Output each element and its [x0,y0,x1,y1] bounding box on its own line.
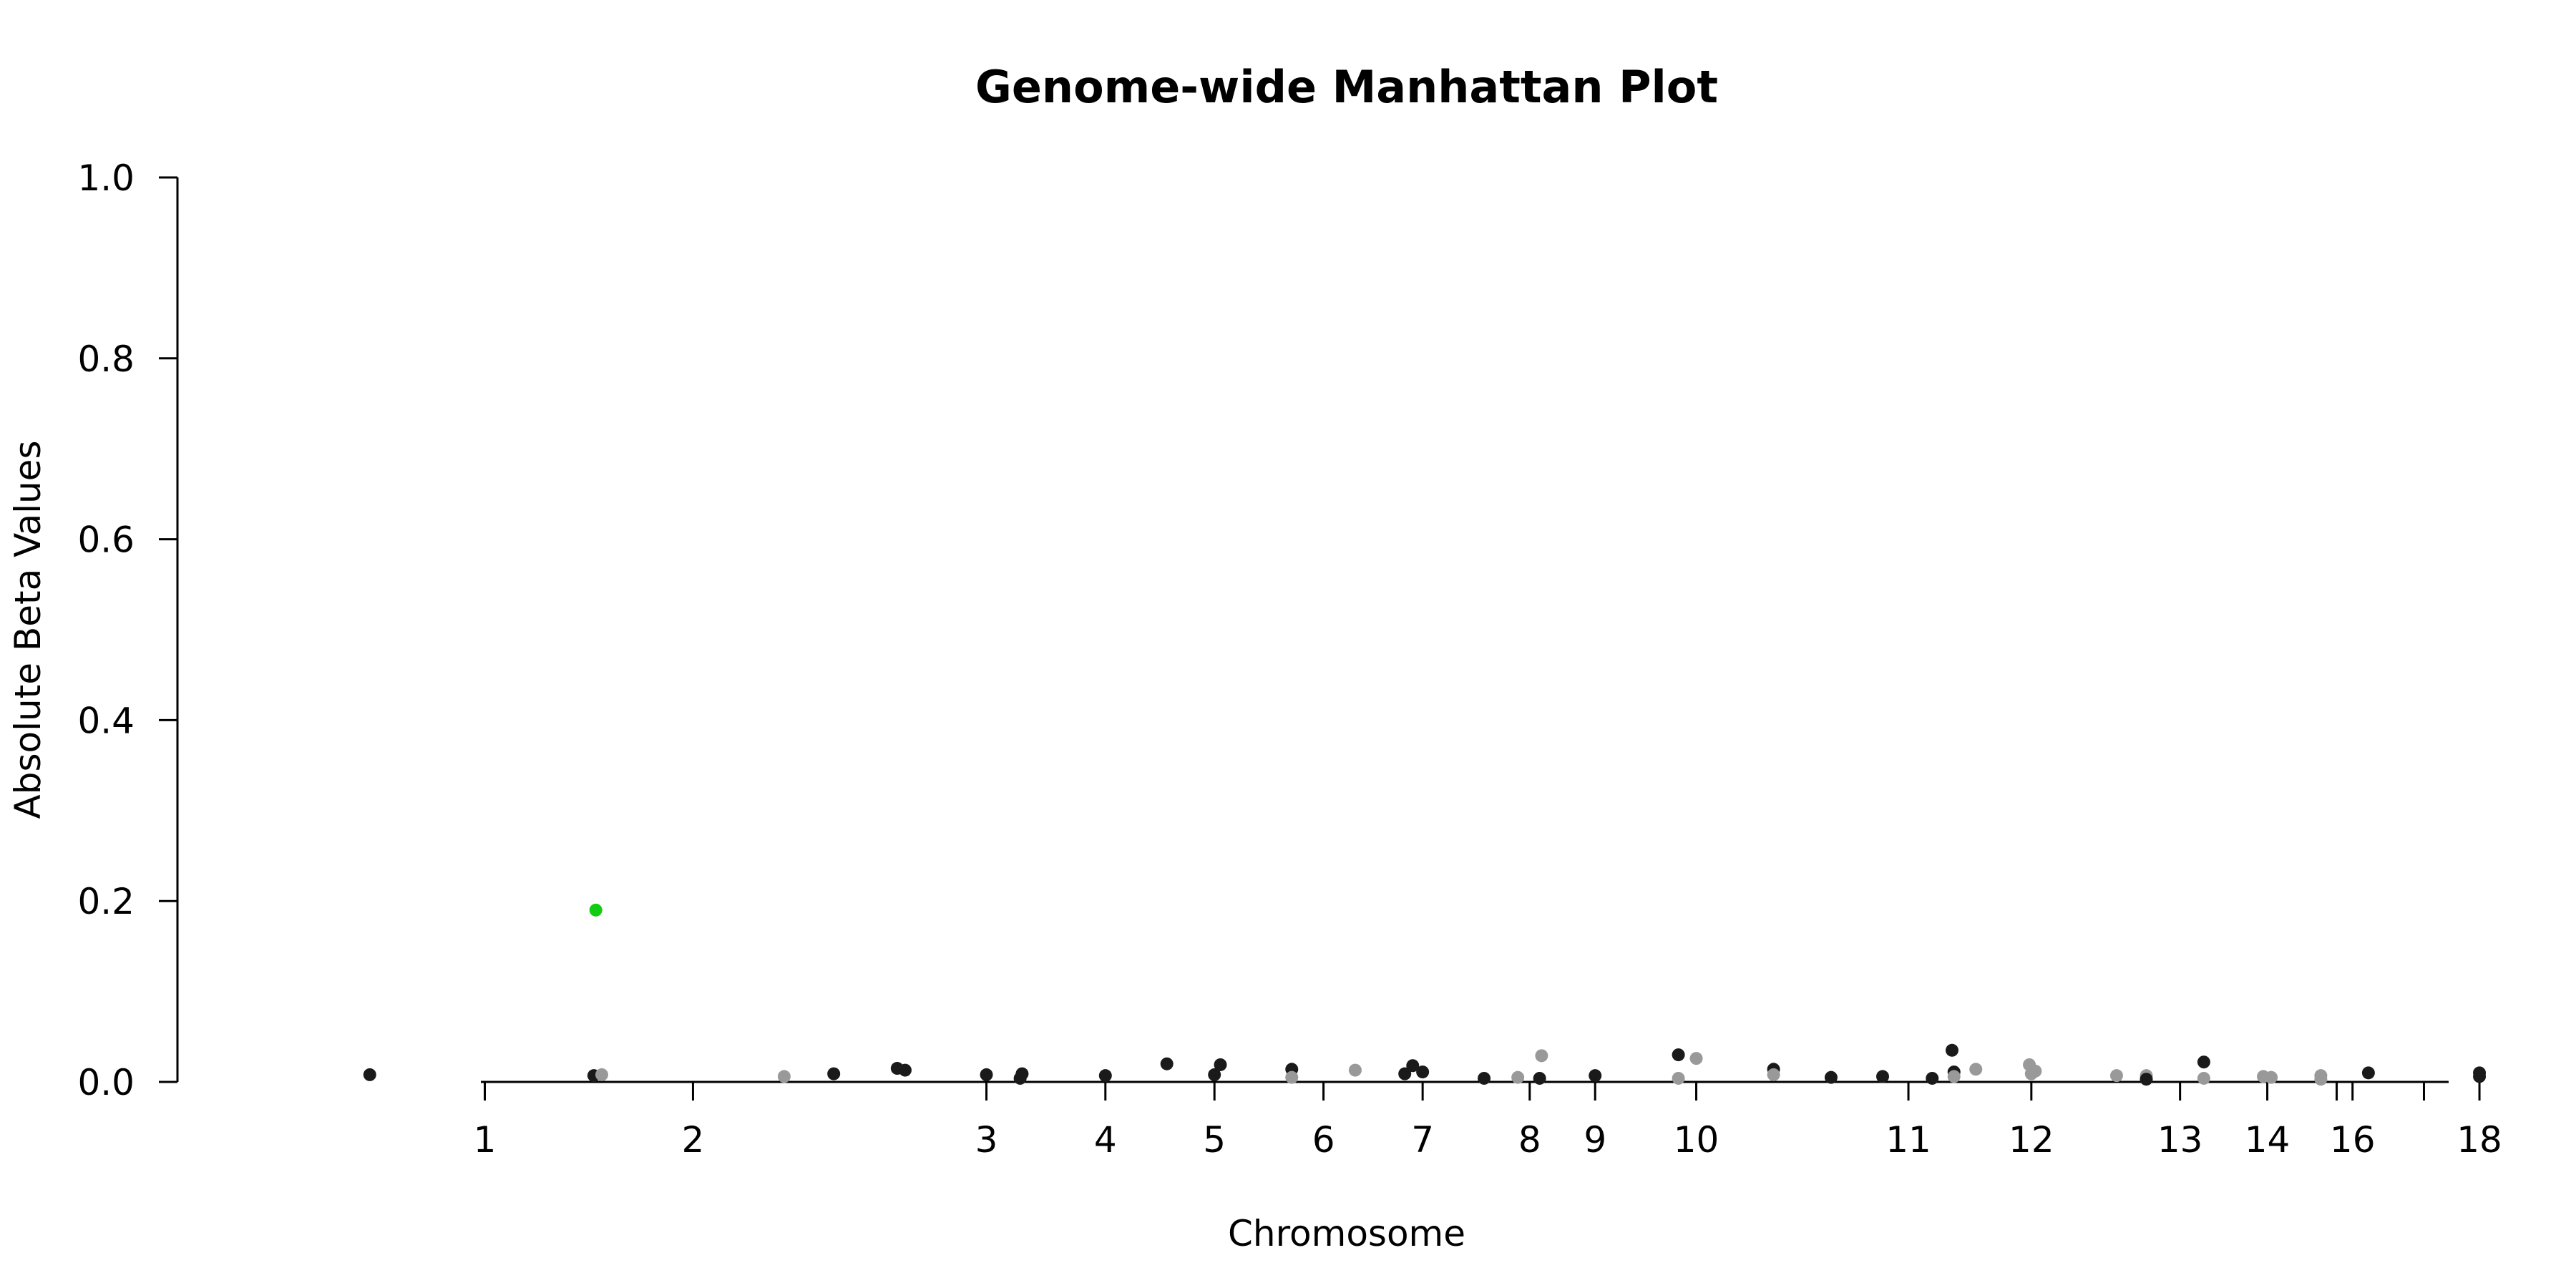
data-point [1876,1070,1890,1083]
x-tick-label: 18 [2457,1119,2502,1161]
data-point [1416,1065,1430,1079]
data-point [363,1068,376,1081]
data-point [1945,1043,1958,1057]
data-point [2197,1071,2210,1085]
data-point [1160,1057,1174,1070]
y-tick-label: 0.0 [77,1062,135,1103]
data-point [1672,1048,1685,1062]
data-point [2197,1055,2210,1069]
x-tick-label: 10 [1674,1119,1719,1161]
data-point [1214,1058,1227,1071]
data-point [2140,1073,2153,1086]
x-tick-label: 1 [474,1119,497,1161]
data-point [1767,1068,1780,1081]
data-point [1406,1059,1420,1073]
data-point [898,1063,912,1077]
x-tick-label: 7 [1411,1119,1434,1161]
x-tick-label: 6 [1312,1119,1335,1161]
data-point [1535,1049,1548,1063]
y-axis-label: Absolute Beta Values [7,441,49,819]
highlighted-data-point [589,903,602,917]
x-tick-label: 2 [682,1119,705,1161]
data-point [777,1070,791,1083]
x-tick-label: 3 [975,1119,998,1161]
data-point [1478,1071,1491,1085]
x-tick-label: 8 [1518,1119,1541,1161]
data-point [1824,1070,1838,1084]
x-tick-label: 4 [1094,1119,1117,1161]
x-tick-label: 13 [2157,1119,2203,1161]
x-tick-label: 9 [1584,1119,1606,1161]
x-tick-label: 16 [2330,1119,2376,1161]
y-tick-label: 0.6 [77,519,135,561]
x-axis-label: Chromosome [1228,1213,1465,1254]
data-point [1013,1071,1027,1085]
chart-title: Genome-wide Manhattan Plot [975,61,1718,113]
x-tick-label: 11 [1885,1119,1931,1161]
data-point [2361,1066,2375,1080]
data-point [1348,1063,1362,1077]
data-point [827,1067,841,1080]
y-axis: 0.0 0.2 0.4 0.6 0.8 1.0 [77,157,179,1103]
x-tick-label: 5 [1203,1119,1226,1161]
data-point [1398,1067,1412,1080]
data-point [1689,1052,1703,1065]
data-points [363,903,2487,1086]
data-point [1926,1071,1939,1085]
data-point [1672,1071,1685,1085]
data-point [1969,1063,1983,1076]
data-point [1098,1069,1112,1083]
x-tick-label: 14 [2245,1119,2290,1161]
data-point [2314,1073,2328,1086]
data-point [2265,1070,2278,1084]
x-tick-label: 12 [2009,1119,2054,1161]
y-tick-label: 0.8 [77,338,135,380]
data-point [1208,1068,1221,1081]
data-point [1285,1070,1299,1084]
y-tick-label: 0.2 [77,881,135,922]
data-point [2029,1064,2042,1078]
data-point [595,1068,608,1081]
data-point [1947,1070,1961,1083]
data-point [1589,1069,1602,1083]
data-point [2109,1069,2123,1083]
x-axis: 1 2 3 4 5 6 7 8 9 10 11 12 13 14 16 18 [474,1080,2502,1161]
data-point [1533,1071,1546,1085]
data-point [2473,1070,2487,1083]
data-point [980,1068,993,1081]
data-point [1511,1070,1525,1084]
y-tick-label: 0.4 [77,700,135,741]
y-tick-label: 1.0 [77,157,135,199]
